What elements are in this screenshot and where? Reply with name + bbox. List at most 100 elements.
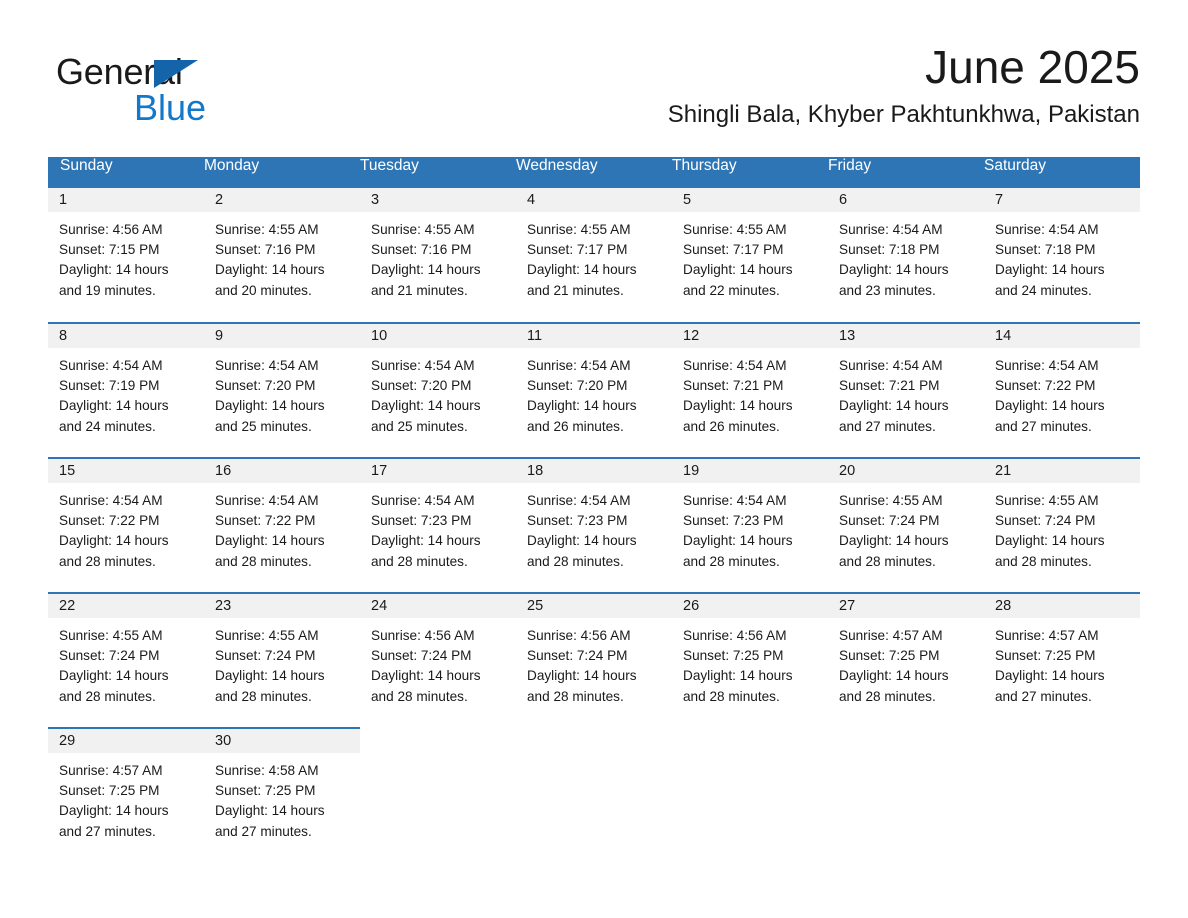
sunset-text: Sunset: 7:22 PM bbox=[59, 513, 160, 529]
daylight-text-line2: and 24 minutes. bbox=[995, 282, 1092, 298]
calendar-day-cell[interactable]: 18 Sunrise: 4:54 AM Sunset: 7:23 PM Dayligh… bbox=[516, 457, 672, 593]
daylight-text-line2: and 20 minutes. bbox=[215, 282, 312, 298]
calendar-day-cell[interactable]: 27 Sunrise: 4:57 AM Sunset: 7:25 PM Dayligh… bbox=[828, 592, 984, 728]
day-number: 16 bbox=[215, 463, 232, 479]
daylight-text-line2: and 28 minutes. bbox=[59, 553, 156, 569]
sunset-text: Sunset: 7:19 PM bbox=[59, 378, 160, 394]
sunset-text: Sunset: 7:23 PM bbox=[527, 513, 628, 529]
sunrise-text: Sunrise: 4:54 AM bbox=[839, 358, 943, 373]
calendar-day-cell[interactable]: 13 Sunrise: 4:54 AM Sunset: 7:21 PM Dayligh… bbox=[828, 322, 984, 458]
day-details: Sunrise: 4:56 AM Sunset: 7:25 PM Daylight:… bbox=[672, 618, 828, 707]
calendar-day-cell[interactable]: 28 Sunrise: 4:57 AM Sunset: 7:25 PM Dayligh… bbox=[984, 592, 1140, 728]
day-details: Sunrise: 4:55 AM Sunset: 7:17 PM Daylight:… bbox=[672, 212, 828, 301]
calendar-day-cell[interactable]: 21 Sunrise: 4:55 AM Sunset: 7:24 PM Dayligh… bbox=[984, 457, 1140, 593]
calendar-day-cell[interactable]: 20 Sunrise: 4:55 AM Sunset: 7:24 PM Dayligh… bbox=[828, 457, 984, 593]
calendar-day-cell[interactable]: 17 Sunrise: 4:54 AM Sunset: 7:23 PM Dayligh… bbox=[360, 457, 516, 593]
sunset-text: Sunset: 7:25 PM bbox=[839, 648, 940, 664]
day-number-band: 12 bbox=[672, 324, 828, 348]
day-details: Sunrise: 4:54 AM Sunset: 7:22 PM Daylight:… bbox=[204, 483, 360, 572]
calendar-week-row: 29 Sunrise: 4:57 AM Sunset: 7:25 PM Dayligh… bbox=[48, 727, 1140, 863]
day-number-band: 2 bbox=[204, 188, 360, 212]
sunrise-text: Sunrise: 4:55 AM bbox=[995, 493, 1099, 508]
day-number-band: 4 bbox=[516, 188, 672, 212]
calendar-day-cell[interactable]: 15 Sunrise: 4:54 AM Sunset: 7:22 PM Dayligh… bbox=[48, 457, 204, 593]
calendar-day-cell[interactable]: 26 Sunrise: 4:56 AM Sunset: 7:25 PM Dayligh… bbox=[672, 592, 828, 728]
sunset-text: Sunset: 7:20 PM bbox=[527, 378, 628, 394]
calendar-day-cell[interactable]: 6 Sunrise: 4:54 AM Sunset: 7:18 PM Daylight… bbox=[828, 188, 984, 323]
calendar-day-cell[interactable]: 3 Sunrise: 4:55 AM Sunset: 7:16 PM Daylight… bbox=[360, 188, 516, 323]
calendar-day-cell[interactable]: 2 Sunrise: 4:55 AM Sunset: 7:16 PM Daylight… bbox=[204, 188, 360, 323]
day-details: Sunrise: 4:54 AM Sunset: 7:22 PM Daylight:… bbox=[48, 483, 204, 572]
daylight-text-line1: Daylight: 14 hours bbox=[839, 533, 949, 549]
calendar-day-cell[interactable]: 10 Sunrise: 4:54 AM Sunset: 7:20 PM Dayligh… bbox=[360, 322, 516, 458]
daylight-text-line1: Daylight: 14 hours bbox=[527, 668, 637, 684]
daylight-text-line2: and 28 minutes. bbox=[995, 553, 1092, 569]
daylight-text-line1: Daylight: 14 hours bbox=[371, 668, 481, 684]
daylight-text-line2: and 28 minutes. bbox=[839, 688, 936, 704]
calendar-grid: Sunday Monday Tuesday Wednesday Thursday… bbox=[48, 157, 1140, 863]
calendar-day-cell[interactable]: 11 Sunrise: 4:54 AM Sunset: 7:20 PM Dayligh… bbox=[516, 322, 672, 458]
page-header: General Blue June 2025 Shingli Bala, Khy… bbox=[48, 40, 1140, 150]
calendar-day-cell[interactable]: 25 Sunrise: 4:56 AM Sunset: 7:24 PM Dayligh… bbox=[516, 592, 672, 728]
sunrise-text: Sunrise: 4:56 AM bbox=[59, 222, 163, 237]
sunset-text: Sunset: 7:20 PM bbox=[215, 378, 316, 394]
calendar-empty-cell bbox=[984, 727, 1140, 863]
calendar-day-cell[interactable]: 4 Sunrise: 4:55 AM Sunset: 7:17 PM Daylight… bbox=[516, 188, 672, 323]
day-number: 22 bbox=[59, 598, 76, 614]
weekday-header-friday: Friday bbox=[828, 157, 984, 188]
calendar-day-cell[interactable]: 5 Sunrise: 4:55 AM Sunset: 7:17 PM Daylight… bbox=[672, 188, 828, 323]
day-number: 17 bbox=[371, 463, 388, 479]
title-block: June 2025 Shingli Bala, Khyber Pakhtunkh… bbox=[668, 40, 1140, 130]
location-subtitle: Shingli Bala, Khyber Pakhtunkhwa, Pakist… bbox=[667, 101, 1140, 128]
daylight-text-line1: Daylight: 14 hours bbox=[371, 398, 481, 414]
day-number-band: 11 bbox=[516, 324, 672, 348]
sunrise-text: Sunrise: 4:54 AM bbox=[371, 358, 475, 373]
generalblue-logo[interactable]: General Blue bbox=[56, 52, 316, 130]
day-number-band: 17 bbox=[360, 459, 516, 483]
sunrise-text: Sunrise: 4:54 AM bbox=[215, 493, 319, 508]
calendar-day-cell[interactable]: 24 Sunrise: 4:56 AM Sunset: 7:24 PM Dayligh… bbox=[360, 592, 516, 728]
daylight-text-line2: and 28 minutes. bbox=[527, 688, 624, 704]
day-number-band: 10 bbox=[360, 324, 516, 348]
calendar-day-cell[interactable]: 30 Sunrise: 4:58 AM Sunset: 7:25 PM Dayligh… bbox=[204, 727, 360, 863]
calendar-day-cell[interactable]: 14 Sunrise: 4:54 AM Sunset: 7:22 PM Dayligh… bbox=[984, 322, 1140, 458]
day-number-band: 13 bbox=[828, 324, 984, 348]
calendar-day-cell[interactable]: 22 Sunrise: 4:55 AM Sunset: 7:24 PM Dayligh… bbox=[48, 592, 204, 728]
calendar-day-cell[interactable]: 19 Sunrise: 4:54 AM Sunset: 7:23 PM Dayligh… bbox=[672, 457, 828, 593]
daylight-text-line1: Daylight: 14 hours bbox=[59, 668, 169, 684]
day-number: 6 bbox=[839, 192, 848, 208]
day-details: Sunrise: 4:55 AM Sunset: 7:24 PM Daylight:… bbox=[48, 618, 204, 707]
calendar-day-cell[interactable]: 7 Sunrise: 4:54 AM Sunset: 7:18 PM Daylight… bbox=[984, 188, 1140, 323]
daylight-text-line1: Daylight: 14 hours bbox=[683, 668, 793, 684]
calendar-day-cell[interactable]: 16 Sunrise: 4:54 AM Sunset: 7:22 PM Dayligh… bbox=[204, 457, 360, 593]
day-number-band: 9 bbox=[204, 324, 360, 348]
sunrise-text: Sunrise: 4:55 AM bbox=[215, 222, 319, 237]
day-number: 4 bbox=[527, 192, 536, 208]
calendar-day-cell[interactable]: 23 Sunrise: 4:55 AM Sunset: 7:24 PM Dayligh… bbox=[204, 592, 360, 728]
daylight-text-line2: and 27 minutes. bbox=[995, 418, 1092, 434]
weekday-header-row: Sunday Monday Tuesday Wednesday Thursday… bbox=[48, 157, 1140, 188]
day-number: 29 bbox=[59, 733, 76, 749]
brand-name-blue: Blue bbox=[134, 87, 207, 128]
sunrise-text: Sunrise: 4:57 AM bbox=[839, 628, 943, 643]
day-details: Sunrise: 4:55 AM Sunset: 7:16 PM Daylight:… bbox=[204, 212, 360, 301]
calendar-day-cell[interactable]: 9 Sunrise: 4:54 AM Sunset: 7:20 PM Daylight… bbox=[204, 322, 360, 458]
sunrise-text: Sunrise: 4:57 AM bbox=[995, 628, 1099, 643]
sunrise-text: Sunrise: 4:54 AM bbox=[683, 493, 787, 508]
calendar-day-cell[interactable]: 29 Sunrise: 4:57 AM Sunset: 7:25 PM Dayligh… bbox=[48, 727, 204, 863]
weekday-header-sunday: Sunday bbox=[48, 157, 204, 188]
page-title: June 2025 bbox=[925, 41, 1140, 93]
day-details: Sunrise: 4:57 AM Sunset: 7:25 PM Daylight:… bbox=[828, 618, 984, 707]
daylight-text-line1: Daylight: 14 hours bbox=[59, 262, 169, 278]
day-details: Sunrise: 4:56 AM Sunset: 7:15 PM Daylight:… bbox=[48, 212, 204, 301]
calendar-day-cell[interactable]: 1 Sunrise: 4:56 AM Sunset: 7:15 PM Daylight… bbox=[48, 188, 204, 323]
sunset-text: Sunset: 7:25 PM bbox=[995, 648, 1096, 664]
calendar-week-row: 8 Sunrise: 4:54 AM Sunset: 7:19 PM Daylight… bbox=[48, 322, 1140, 458]
day-number: 24 bbox=[371, 598, 388, 614]
day-number: 12 bbox=[683, 328, 700, 344]
day-number-band: 6 bbox=[828, 188, 984, 212]
calendar-day-cell[interactable]: 12 Sunrise: 4:54 AM Sunset: 7:21 PM Dayligh… bbox=[672, 322, 828, 458]
daylight-text-line2: and 28 minutes. bbox=[683, 553, 780, 569]
day-details: Sunrise: 4:54 AM Sunset: 7:20 PM Daylight:… bbox=[204, 348, 360, 437]
calendar-day-cell[interactable]: 8 Sunrise: 4:54 AM Sunset: 7:19 PM Daylight… bbox=[48, 322, 204, 458]
